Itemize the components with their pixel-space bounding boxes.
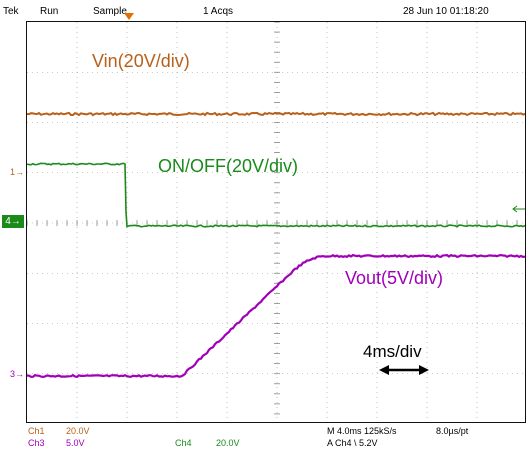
ch4-marker: 4→ — [2, 215, 24, 228]
vin-label: Vin(20V/div) — [92, 51, 190, 71]
acquisition-mode: Sample — [93, 6, 127, 17]
vout-trace — [27, 253, 525, 379]
ch1-name: Ch1 — [28, 426, 45, 436]
trigger-position-icon — [124, 13, 134, 20]
double-arrow-icon — [379, 365, 429, 375]
datetime: 28 Jun 10 01:18:20 — [403, 6, 489, 17]
vin-trace — [27, 111, 525, 117]
ch4-name: Ch4 — [175, 438, 192, 448]
onoff-label: ON/OFF(20V/div) — [158, 156, 299, 176]
trigger-readout: A Ch4 \ 5.2V — [327, 438, 378, 448]
graticule-and-traces — [27, 22, 525, 422]
status-bar: Tek Run Sample 1 Acqs 28 Jun 10 01:18:20 — [0, 0, 526, 20]
sample-interval: 8.0µs/pt — [436, 426, 469, 436]
timebase-annotation: 4ms/div — [363, 342, 422, 361]
horizontal-readout: M 4.0ms 125kS/s — [327, 426, 397, 436]
ch3-scale: 5.0V — [66, 438, 85, 448]
waveform-display: Vin(20V/div) ON/OFF(20V/div) Vout(5V/div… — [26, 21, 526, 423]
ch3-name: Ch3 — [28, 438, 45, 448]
onoff-trace — [27, 162, 525, 228]
ch4-scale: 20.0V — [216, 438, 240, 448]
ch1-scale: 20.0V — [66, 426, 90, 436]
ch4-trigger-level-icon — [512, 205, 525, 213]
graticule — [27, 22, 525, 422]
run-state: Run — [40, 6, 59, 17]
brand-label: Tek — [3, 6, 19, 17]
ch3-marker: 3→ — [10, 369, 25, 379]
vout-label: Vout(5V/div) — [345, 268, 444, 288]
acquisition-count: 1 Acqs — [203, 6, 234, 17]
ch1-marker: 1→ — [10, 167, 25, 177]
